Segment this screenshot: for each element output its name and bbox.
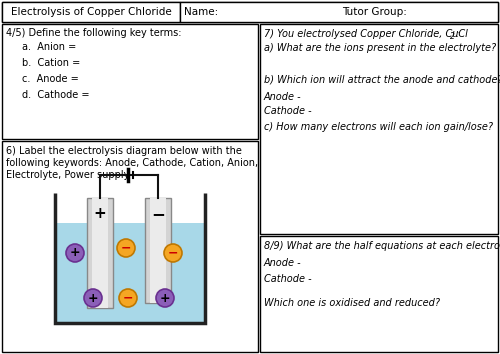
FancyBboxPatch shape xyxy=(87,198,113,308)
Text: Anode -: Anode - xyxy=(264,92,302,102)
Text: b) Which ion will attract the anode and cathode?: b) Which ion will attract the anode and … xyxy=(264,75,500,85)
FancyBboxPatch shape xyxy=(2,2,180,22)
FancyBboxPatch shape xyxy=(180,2,498,22)
Text: Electrolysis of Copper Chloride: Electrolysis of Copper Chloride xyxy=(10,7,172,17)
FancyBboxPatch shape xyxy=(260,236,498,352)
Text: 6) Label the electrolysis diagram below with the: 6) Label the electrolysis diagram below … xyxy=(6,146,242,156)
FancyBboxPatch shape xyxy=(2,2,498,22)
FancyBboxPatch shape xyxy=(2,141,258,352)
Text: −: − xyxy=(121,241,131,255)
Circle shape xyxy=(119,289,137,307)
Text: Anode -: Anode - xyxy=(264,258,302,268)
Text: Name:: Name: xyxy=(184,7,218,17)
Text: +: + xyxy=(88,291,99,304)
FancyBboxPatch shape xyxy=(145,198,171,303)
Text: −: − xyxy=(123,291,133,304)
Circle shape xyxy=(164,244,182,262)
Text: +: + xyxy=(160,291,170,304)
Circle shape xyxy=(84,289,102,307)
Text: −: − xyxy=(168,246,178,259)
Circle shape xyxy=(117,239,135,257)
Text: +: + xyxy=(94,206,106,222)
Text: b.  Cation =: b. Cation = xyxy=(22,58,80,68)
Polygon shape xyxy=(55,223,205,323)
Circle shape xyxy=(66,244,84,262)
Text: 8/9) What are the half equations at each electrode:: 8/9) What are the half equations at each… xyxy=(264,241,500,251)
Circle shape xyxy=(156,289,174,307)
Text: Cathode -: Cathode - xyxy=(264,274,312,284)
Text: c.  Anode =: c. Anode = xyxy=(22,74,79,84)
Text: −: − xyxy=(151,205,165,223)
Text: d.  Cathode =: d. Cathode = xyxy=(22,90,90,100)
Text: Tutor Group:: Tutor Group: xyxy=(342,7,407,17)
Text: +: + xyxy=(70,246,80,259)
FancyBboxPatch shape xyxy=(92,198,108,308)
Text: 7) You electrolysed Copper Chloride, CuCl: 7) You electrolysed Copper Chloride, CuC… xyxy=(264,29,468,39)
Text: Electrolyte, Power supply: Electrolyte, Power supply xyxy=(6,170,130,180)
Text: c) How many electrons will each ion gain/lose?: c) How many electrons will each ion gain… xyxy=(264,122,493,132)
FancyBboxPatch shape xyxy=(2,24,258,139)
Text: Cathode -: Cathode - xyxy=(264,106,312,116)
Text: 2: 2 xyxy=(450,32,455,41)
Text: Which one is oxidised and reduced?: Which one is oxidised and reduced? xyxy=(264,298,440,308)
FancyBboxPatch shape xyxy=(150,198,166,303)
Text: a.  Anion =: a. Anion = xyxy=(22,42,76,52)
FancyBboxPatch shape xyxy=(260,24,498,234)
Text: a) What are the ions present in the electrolyte?: a) What are the ions present in the elec… xyxy=(264,43,496,53)
Text: :: : xyxy=(456,29,459,39)
Text: 4/5) Define the following key terms:: 4/5) Define the following key terms: xyxy=(6,28,182,38)
Text: following keywords: Anode, Cathode, Cation, Anion,: following keywords: Anode, Cathode, Cati… xyxy=(6,158,258,168)
